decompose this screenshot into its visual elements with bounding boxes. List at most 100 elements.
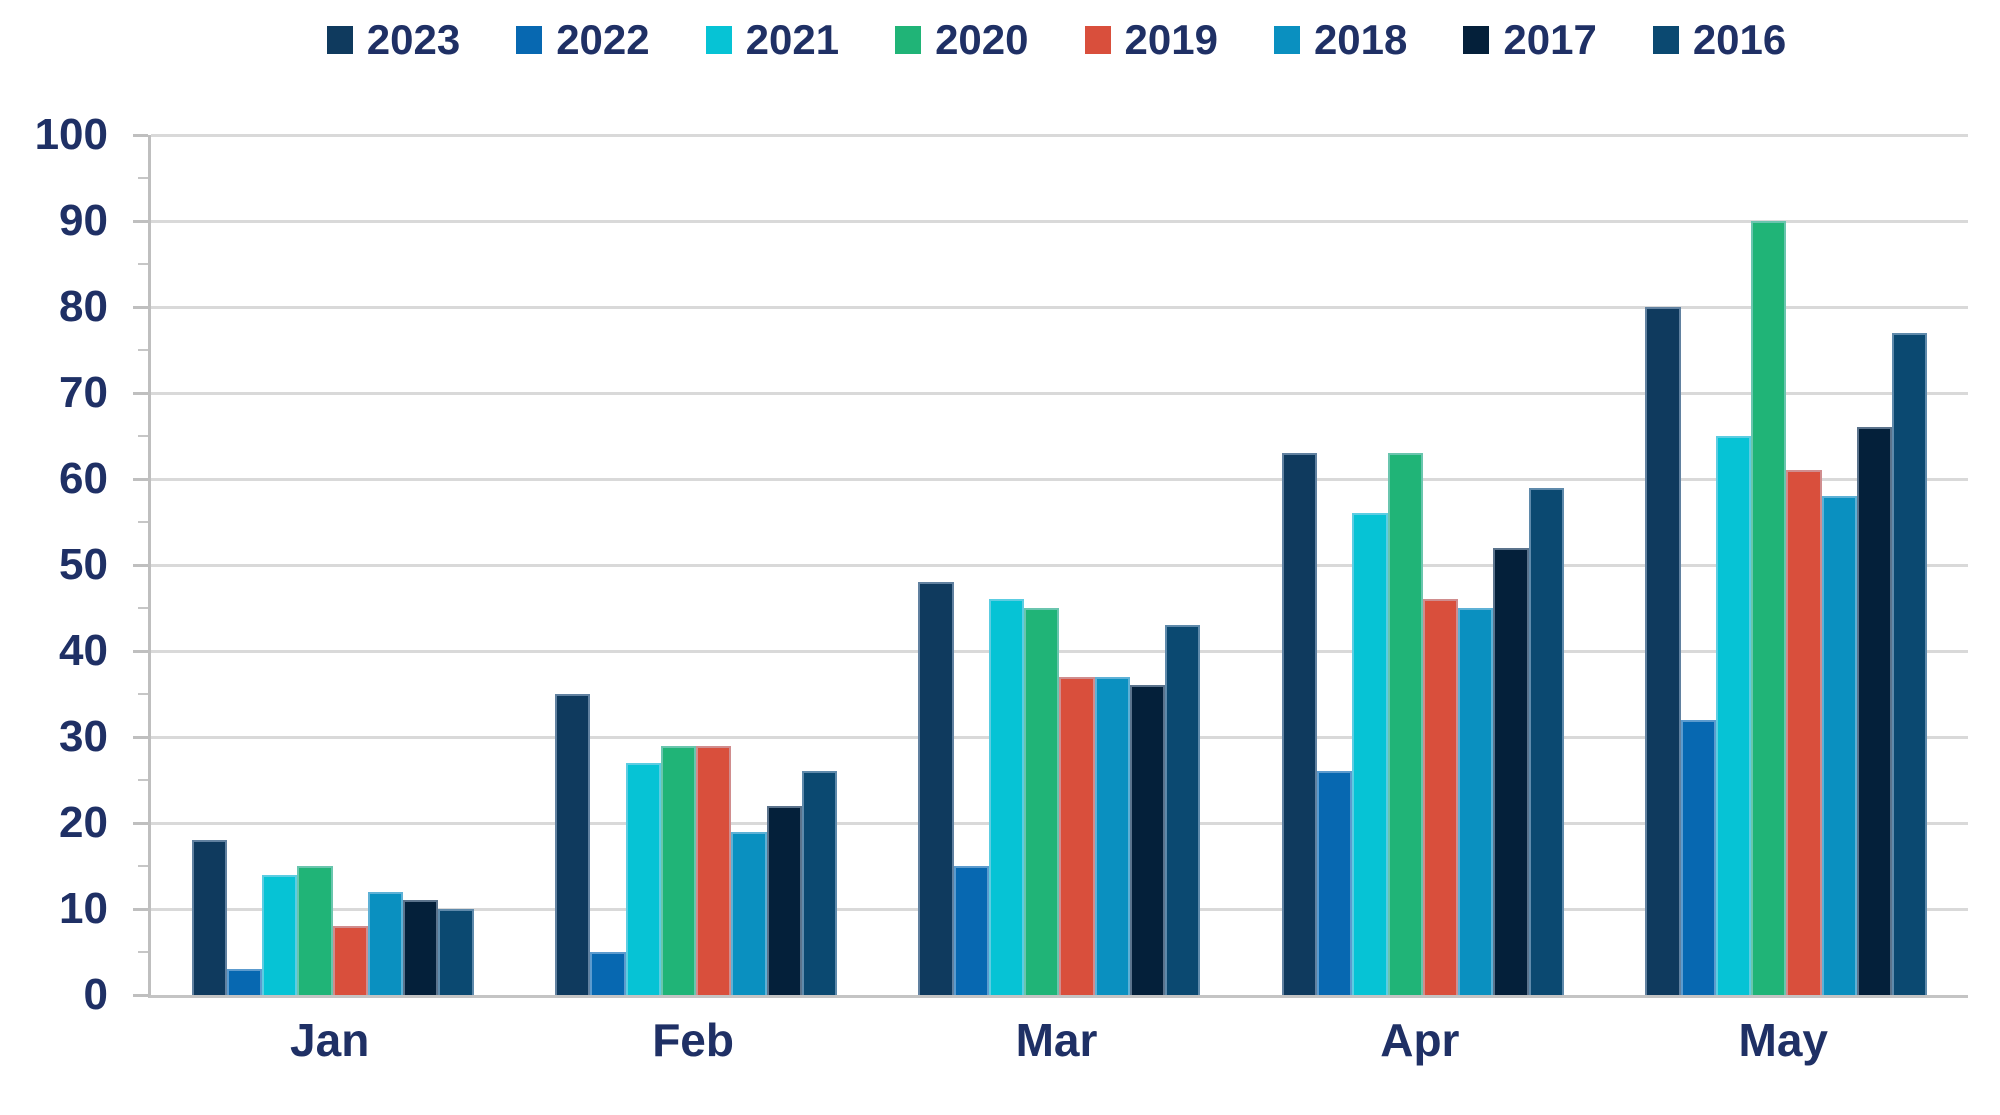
bar-2018-apr bbox=[1458, 608, 1494, 995]
bar-2016-feb bbox=[801, 771, 838, 995]
legend-label: 2021 bbox=[745, 16, 840, 63]
bar-2018-may bbox=[1821, 496, 1857, 995]
bar-2020-may bbox=[1751, 221, 1787, 995]
legend-item-2018: 2018 bbox=[1273, 19, 1407, 61]
bar-2023-mar bbox=[918, 582, 954, 995]
x-axis-label-apr: Apr bbox=[1380, 1014, 1460, 1066]
bar-2021-mar bbox=[988, 599, 1025, 995]
legend-item-2019: 2019 bbox=[1084, 16, 1218, 63]
gridline bbox=[151, 219, 1968, 223]
bar-group-mar bbox=[918, 135, 1201, 995]
legend-label: 2020 bbox=[935, 16, 1029, 63]
y-minor-tick bbox=[138, 693, 148, 695]
gridline bbox=[151, 391, 1968, 395]
bar-2019-apr bbox=[1422, 599, 1459, 995]
bar-2016-jan bbox=[438, 909, 474, 995]
bar-2020-apr bbox=[1387, 453, 1423, 995]
bar-2021-apr bbox=[1352, 513, 1388, 995]
y-tick-label: 60 bbox=[59, 454, 108, 503]
legend-label: 2023 bbox=[366, 16, 461, 63]
legend-swatch-icon bbox=[326, 26, 353, 54]
legend-swatch-icon bbox=[1084, 26, 1111, 54]
y-tick-label: 20 bbox=[59, 798, 108, 847]
bar-2021-feb bbox=[625, 762, 661, 995]
bar-2019-feb bbox=[696, 745, 732, 995]
bar-group-apr bbox=[1281, 135, 1564, 995]
bar-2018-feb bbox=[731, 831, 767, 995]
bar-2018-jan bbox=[367, 891, 404, 995]
bar-2022-mar bbox=[953, 866, 989, 995]
gridline bbox=[151, 477, 1968, 481]
legend-item-2022: 2022 bbox=[516, 16, 650, 63]
y-tick-label: 0 bbox=[83, 970, 108, 1019]
bar-2019-mar bbox=[1059, 676, 1095, 995]
bar-2019-may bbox=[1786, 470, 1822, 995]
legend-swatch-icon bbox=[516, 26, 543, 54]
legend-swatch-icon bbox=[1463, 26, 1490, 54]
y-major-tick bbox=[133, 477, 148, 481]
bar-2023-may bbox=[1645, 307, 1681, 995]
y-major-tick bbox=[133, 219, 148, 223]
legend-item-2017: 2017 bbox=[1463, 16, 1597, 63]
bar-2020-mar bbox=[1024, 608, 1060, 995]
legend-label: 2017 bbox=[1503, 16, 1597, 63]
legend-swatch-icon bbox=[705, 26, 732, 54]
bar-2016-apr bbox=[1528, 487, 1564, 995]
y-major-tick bbox=[133, 907, 148, 911]
bar-2016-may bbox=[1892, 332, 1928, 995]
y-minor-tick bbox=[138, 177, 148, 179]
gridline bbox=[151, 563, 1968, 567]
bar-2020-feb bbox=[660, 745, 697, 995]
bar-group-feb bbox=[555, 135, 838, 995]
y-minor-tick bbox=[138, 951, 148, 953]
gridline bbox=[151, 649, 1968, 653]
y-major-tick bbox=[133, 993, 148, 997]
bar-2020-jan bbox=[297, 866, 333, 995]
y-minor-tick bbox=[138, 263, 148, 265]
bar-2022-apr bbox=[1317, 771, 1353, 995]
bar-2017-feb bbox=[766, 805, 802, 995]
y-minor-tick bbox=[138, 607, 148, 609]
plot-area bbox=[148, 133, 1968, 998]
y-tick-label: 80 bbox=[59, 282, 108, 331]
y-major-tick bbox=[133, 821, 148, 825]
bar-2017-apr bbox=[1493, 547, 1529, 995]
x-axis-label-feb: Feb bbox=[652, 1014, 734, 1066]
y-tick-label: 40 bbox=[59, 626, 108, 675]
bar-2017-may bbox=[1856, 427, 1892, 995]
bar-2016-mar bbox=[1165, 625, 1201, 995]
legend-item-2023: 2023 bbox=[326, 16, 461, 63]
bar-2019-jan bbox=[332, 926, 368, 995]
bar-group-may bbox=[1645, 135, 1928, 995]
y-major-tick bbox=[133, 391, 148, 395]
legend-label: 2019 bbox=[1124, 16, 1218, 63]
x-axis-label-mar: Mar bbox=[1015, 1014, 1098, 1066]
y-major-tick bbox=[133, 735, 148, 739]
bar-2021-jan bbox=[262, 874, 298, 995]
bar-2022-jan bbox=[226, 969, 263, 995]
y-major-tick bbox=[133, 305, 148, 309]
bar-2021-may bbox=[1715, 436, 1751, 995]
bar-2017-jan bbox=[403, 900, 439, 995]
bar-2018-mar bbox=[1094, 676, 1130, 995]
chart-legend: 2023 2022 2021 2020 2019 2018 2017 2016 bbox=[148, 10, 1965, 70]
y-minor-tick bbox=[138, 521, 148, 523]
x-axis-label-jan: Jan bbox=[290, 1014, 370, 1066]
y-major-tick bbox=[133, 649, 148, 653]
gridline bbox=[151, 305, 1968, 309]
y-tick-label: 10 bbox=[59, 884, 108, 933]
bar-group-jan bbox=[191, 135, 474, 995]
y-minor-tick bbox=[138, 349, 148, 351]
y-tick-label: 30 bbox=[59, 712, 108, 761]
y-tick-label: 100 bbox=[34, 110, 108, 159]
bar-2022-may bbox=[1680, 719, 1716, 995]
y-axis: 0 10 20 30 40 50 60 70 80 90 100 bbox=[0, 110, 148, 1019]
legend-label: 2022 bbox=[556, 16, 650, 63]
legend-swatch-icon bbox=[1273, 26, 1300, 54]
x-axis-labels: Jan Feb Mar Apr May bbox=[148, 1013, 1965, 1067]
y-tick-label: 90 bbox=[59, 196, 108, 245]
y-minor-tick bbox=[138, 779, 148, 781]
y-major-tick bbox=[133, 563, 148, 567]
bar-2023-feb bbox=[555, 694, 591, 995]
